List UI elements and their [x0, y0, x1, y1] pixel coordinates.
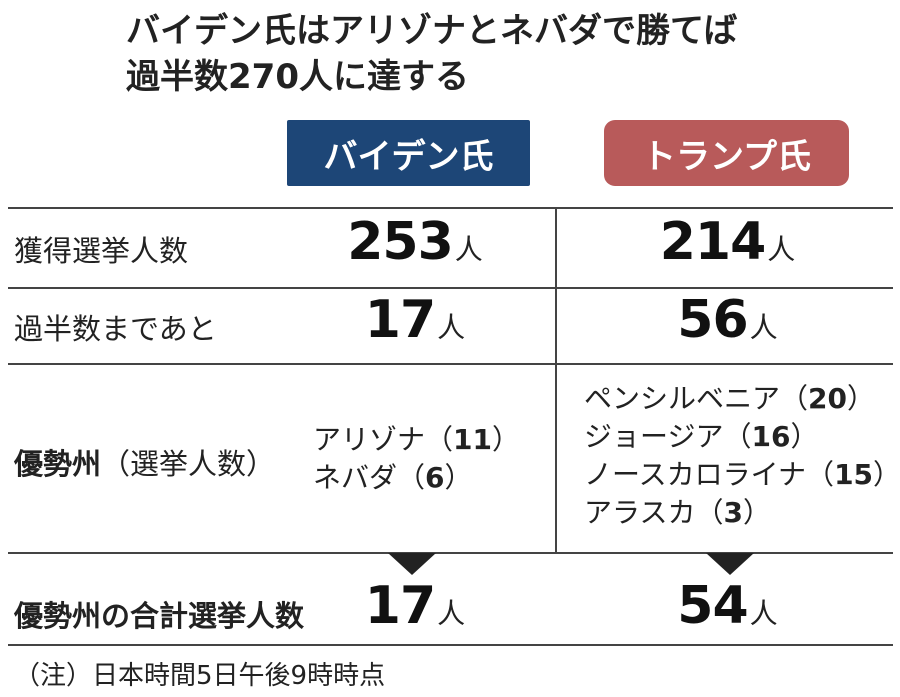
state-name: ジョージア [584, 420, 724, 453]
unit: 人 [767, 233, 796, 266]
paren-open: （ [695, 496, 724, 529]
trump-total: 54 人 [605, 576, 850, 636]
state-votes: 15 [834, 458, 874, 491]
state-item: ジョージア（16） [584, 418, 900, 456]
state-name: アリゾナ [313, 423, 426, 456]
paren-close: ） [492, 423, 521, 456]
total-label: 優勢州の合計選挙人数 [14, 599, 305, 633]
leading-states-label-paren: （選挙人数） [101, 447, 276, 481]
paren-open: （ [780, 382, 809, 415]
trump-header: トランプ氏 [604, 120, 849, 186]
down-arrow-icon [706, 553, 754, 575]
state-item: ノースカロライナ（15） [584, 456, 900, 494]
row-divider [8, 363, 893, 365]
chart-title: バイデン氏はアリゾナとネバダで勝てば 過半数270人に達する [126, 8, 737, 100]
biden-states-list: アリゾナ（11） ネバダ（6） [313, 421, 520, 497]
state-item: アラスカ（3） [584, 494, 900, 532]
footnote: （注）日本時間5日午後9時時点 [14, 661, 386, 691]
votes-label: 獲得選挙人数 [14, 234, 189, 268]
state-item: ペンシルベニア（20） [584, 380, 900, 418]
unit: 人 [437, 311, 466, 344]
biden-header-label: バイデン氏 [323, 136, 494, 177]
state-name: ペンシルベニア [584, 382, 781, 415]
state-votes: 20 [808, 382, 847, 415]
paren-open: （ [397, 461, 426, 494]
trump-votes: 214 人 [605, 212, 850, 272]
biden-votes-number: 253 [347, 212, 454, 272]
biden-remaining: 17 人 [300, 290, 530, 350]
unit: 人 [454, 233, 483, 266]
state-votes: 11 [453, 423, 492, 456]
state-votes: 3 [723, 496, 743, 529]
paren-close: ） [847, 382, 876, 415]
biden-votes: 253 人 [300, 212, 530, 272]
trump-total-number: 54 [677, 576, 748, 636]
trump-header-label: トランプ氏 [642, 136, 811, 177]
unit: 人 [437, 597, 466, 630]
leading-states-label-main: 優勢州 [14, 447, 102, 481]
trump-states-list: ペンシルベニア（20） ジョージア（16） ノースカロライナ（15） アラスカ（… [584, 380, 900, 532]
row-divider [8, 644, 893, 646]
trump-votes-number: 214 [659, 212, 767, 272]
row-divider [8, 287, 893, 289]
leading-states-label: 優勢州（選挙人数） [14, 441, 275, 483]
row-divider [8, 207, 893, 209]
paren-open: （ [723, 420, 752, 453]
trump-remaining: 56 人 [605, 290, 850, 350]
state-item: ネバダ（6） [313, 459, 520, 497]
unit: 人 [749, 311, 778, 344]
paren-open: （ [425, 423, 454, 456]
state-votes: 6 [425, 461, 445, 494]
state-name: ネバダ [313, 461, 398, 494]
paren-close: ） [790, 420, 819, 453]
paren-close: ） [444, 461, 473, 494]
biden-remaining-number: 17 [364, 290, 436, 350]
column-divider [555, 207, 557, 554]
title-line-1: バイデン氏はアリゾナとネバダで勝てば [126, 11, 738, 51]
state-name: ノースカロライナ [584, 458, 807, 491]
state-item: アリゾナ（11） [313, 421, 520, 459]
down-arrow-icon [388, 553, 436, 575]
state-votes: 16 [751, 420, 791, 453]
state-name: アラスカ [584, 496, 696, 529]
trump-remaining-number: 56 [677, 290, 748, 350]
row-divider [8, 552, 893, 554]
biden-total-number: 17 [364, 576, 436, 636]
biden-total: 17 人 [300, 576, 530, 636]
paren-close: ） [873, 458, 900, 491]
biden-header: バイデン氏 [287, 120, 530, 186]
paren-open: （ [806, 458, 835, 491]
unit: 人 [749, 597, 778, 630]
title-line-2: 過半数270人に達する [126, 57, 469, 97]
remaining-label: 過半数まであと [14, 312, 217, 346]
paren-close: ） [742, 496, 771, 529]
